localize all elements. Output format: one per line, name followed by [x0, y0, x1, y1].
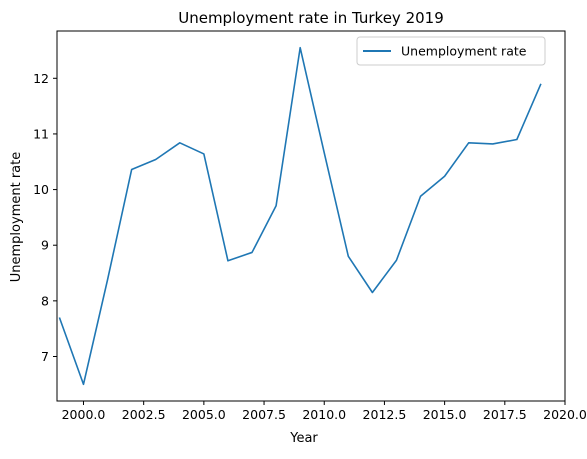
y-tick-label: 9	[41, 238, 49, 253]
y-axis-ticks: 7 8 9 10 11 12	[33, 71, 57, 364]
legend-label: Unemployment rate	[401, 44, 527, 59]
y-tick-label: 11	[33, 126, 49, 141]
chart-title: Unemployment rate in Turkey 2019	[178, 9, 444, 27]
y-tick-label: 12	[33, 71, 49, 86]
x-tick-label: 2005.0	[182, 407, 226, 422]
x-tick-label: 2015.0	[423, 407, 467, 422]
x-tick-label: 2002.5	[122, 407, 166, 422]
plot-frame	[56, 30, 566, 402]
x-tick-label: 2020.0	[543, 407, 587, 422]
x-tick-label: 2012.5	[363, 407, 407, 422]
y-tick-label: 7	[41, 349, 49, 364]
series-line-0	[58, 46, 542, 386]
x-tick-label: 2007.5	[242, 407, 286, 422]
x-axis-label: Year	[289, 431, 318, 446]
x-axis-ticks: 2000.0 2002.5 2005.0 2007.5 2010.0 2012.5 2015…	[62, 401, 587, 422]
y-axis-label: Unemployment rate	[9, 152, 24, 282]
x-tick-label: 2017.5	[483, 407, 527, 422]
plot-area	[56, 30, 566, 402]
x-tick-label: 2000.0	[62, 407, 106, 422]
y-tick-label: 8	[41, 293, 49, 308]
y-tick-label: 10	[33, 182, 49, 197]
x-tick-label: 2010.0	[302, 407, 346, 422]
legend-box	[356, 36, 546, 66]
legend: Unemployment rate	[356, 36, 546, 66]
